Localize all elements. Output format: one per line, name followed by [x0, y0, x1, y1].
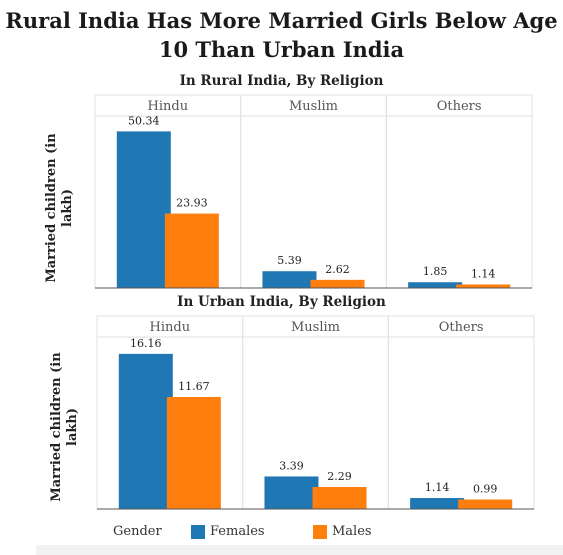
chart-title-line-2: 10 Than Urban India — [158, 37, 405, 62]
urban-data-label-others-females: 1.14 — [425, 481, 450, 494]
urban-bar-muslim-females — [264, 476, 319, 509]
urban-bar-others-males — [458, 499, 513, 509]
rural-bar-others-females — [408, 282, 463, 288]
urban-bar-muslim-males — [312, 487, 367, 509]
legend-swatch-males — [313, 525, 327, 539]
rural-panel-title: In Rural India, By Religion — [179, 73, 384, 89]
rural-y-axis-label: Married children (inlakh) — [44, 133, 75, 283]
urban-facet-label-muslim: Muslim — [291, 320, 340, 335]
urban-bar-hindu-females — [118, 353, 173, 509]
chart-title-line-1: Rural India Has More Married Girls Below… — [5, 8, 558, 33]
urban-y-axis-label: Married children (inlakh) — [49, 352, 80, 502]
rural-facet-label-muslim: Muslim — [289, 99, 338, 114]
urban-data-label-muslim-females: 3.39 — [279, 459, 304, 472]
rural-data-label-hindu-males: 23.93 — [176, 197, 208, 210]
legend-title: Gender — [113, 524, 162, 539]
rural-data-label-muslim-males: 2.62 — [325, 263, 350, 276]
urban-data-label-muslim-males: 2.29 — [327, 470, 352, 483]
rural-facet-label-hindu: Hindu — [148, 99, 189, 114]
urban-bar-others-females — [410, 498, 465, 509]
urban-bar-hindu-males — [166, 396, 221, 509]
rural-bar-hindu-males — [164, 213, 219, 288]
urban-facet-label-hindu: Hindu — [150, 320, 191, 335]
urban-facet-frame-others — [387, 315, 535, 510]
rural-facet-frame-muslim — [240, 94, 387, 289]
urban-panel-title: In Urban India, By Religion — [177, 294, 386, 310]
urban-data-label-others-males: 0.99 — [473, 482, 498, 495]
legend-label-males: Males — [332, 524, 372, 539]
rural-bar-hindu-females — [116, 131, 171, 288]
rural-bar-muslim-females — [262, 271, 317, 288]
urban-data-label-hindu-males: 11.67 — [178, 380, 210, 393]
rural-facet-label-others: Others — [437, 99, 482, 114]
rural-facet-frame-others — [385, 94, 533, 289]
legend-label-females: Females — [210, 524, 265, 539]
footer-strip — [36, 545, 563, 555]
rural-data-label-others-males: 1.14 — [471, 267, 496, 280]
legend-swatch-females — [191, 525, 205, 539]
rural-bar-muslim-males — [310, 279, 365, 288]
rural-bar-others-males — [456, 284, 511, 288]
bar-chart-svg: Married children (inlakh)Hindu50.3423.93… — [44, 94, 535, 510]
rural-data-label-hindu-females: 50.34 — [128, 114, 160, 127]
urban-data-label-hindu-females: 16.16 — [130, 337, 162, 350]
rural-data-label-others-females: 1.85 — [423, 265, 448, 278]
rural-data-label-muslim-females: 5.39 — [277, 254, 302, 267]
chart-title: Rural India Has More Married Girls Below… — [0, 6, 563, 64]
urban-facet-label-others: Others — [439, 320, 484, 335]
